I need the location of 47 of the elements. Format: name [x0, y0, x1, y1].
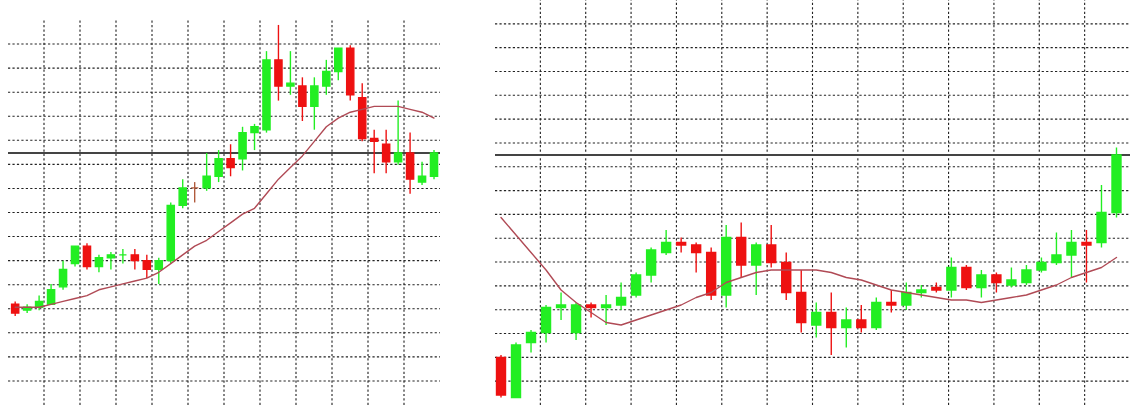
candlestick: [615, 281, 627, 311]
candlestick: [1051, 231, 1062, 266]
candlestick: [333, 47, 343, 81]
candlestick: [886, 289, 897, 314]
candlestick: [1066, 229, 1077, 279]
candlestick: [826, 291, 837, 356]
candlestick: [690, 241, 702, 274]
candlestick: [766, 224, 777, 269]
candlestick: [901, 281, 912, 311]
candlestick: [130, 248, 140, 271]
candlestick: [1081, 229, 1092, 284]
candlestick: [214, 149, 223, 183]
candlestick: [751, 241, 762, 296]
candlestick: [250, 123, 259, 151]
candlestick: [381, 129, 391, 175]
candlestick: [417, 161, 427, 186]
candlestick: [976, 269, 987, 299]
candlestick: [58, 259, 68, 291]
candlestick: [106, 251, 116, 271]
candlestick: [202, 152, 211, 192]
candlestick: [322, 59, 331, 96]
candlestick: [600, 294, 612, 326]
candlestick: [660, 229, 672, 256]
candlestick: [82, 242, 92, 271]
candlestick: [961, 264, 972, 291]
candlestick: [630, 271, 642, 299]
candlestick: [178, 178, 187, 209]
candlestick: [841, 306, 852, 349]
candlestick: [226, 143, 235, 177]
candlestick: [1021, 264, 1032, 286]
candlestick: [675, 236, 687, 254]
candlestick: [142, 254, 152, 279]
candlestick: [429, 149, 439, 180]
candlestick: [946, 256, 957, 299]
candlestick: [555, 291, 567, 321]
candlestick: [298, 76, 307, 122]
candlestick: [154, 257, 164, 285]
candlestick: [1006, 266, 1017, 289]
candlestick: [70, 245, 80, 268]
candlestick: [525, 329, 537, 354]
candlestick: [310, 76, 319, 131]
candlestick: [369, 129, 379, 175]
candlestick: [811, 301, 822, 339]
candlestick: [286, 50, 295, 96]
candlestick: [856, 304, 867, 334]
candlestick: [393, 99, 403, 166]
candlestick: [991, 271, 1002, 294]
